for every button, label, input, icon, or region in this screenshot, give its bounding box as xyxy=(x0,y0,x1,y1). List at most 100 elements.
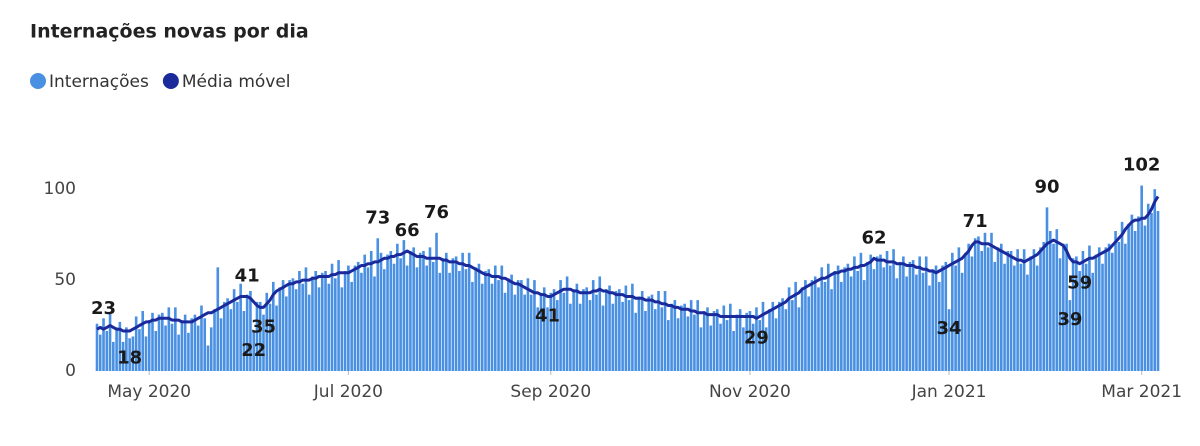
data-label: 90 xyxy=(1034,176,1059,197)
bar xyxy=(859,252,863,371)
bar xyxy=(1117,241,1121,371)
bar xyxy=(474,267,478,371)
bar xyxy=(353,265,357,371)
bar xyxy=(464,269,468,371)
bar xyxy=(611,303,615,371)
bar xyxy=(467,252,471,371)
bar xyxy=(311,276,314,371)
bar xyxy=(738,309,742,371)
bar xyxy=(729,303,732,371)
bar xyxy=(405,265,409,371)
bar xyxy=(477,263,481,371)
bar xyxy=(1009,251,1013,371)
bar xyxy=(902,256,905,371)
bar xyxy=(954,265,957,371)
bar xyxy=(301,283,304,371)
bar xyxy=(151,312,154,371)
bar xyxy=(673,300,677,371)
data-label: 66 xyxy=(395,220,420,241)
bar xyxy=(226,298,229,371)
bar xyxy=(742,327,745,371)
bar xyxy=(761,301,765,371)
bar xyxy=(95,323,99,371)
bar xyxy=(196,325,200,371)
bar xyxy=(448,272,451,371)
bar xyxy=(229,309,233,371)
bar xyxy=(294,289,298,371)
bar xyxy=(575,283,579,371)
bar xyxy=(409,251,412,371)
bar xyxy=(298,271,301,371)
bar xyxy=(755,307,758,371)
bar xyxy=(908,261,912,371)
bar xyxy=(875,256,879,371)
bar xyxy=(960,272,964,371)
bar xyxy=(813,276,817,371)
bar xyxy=(706,307,709,371)
bar xyxy=(667,320,670,371)
bar xyxy=(98,334,102,371)
bar xyxy=(1120,221,1124,371)
bar xyxy=(125,327,128,371)
bar xyxy=(879,254,882,371)
bar xyxy=(412,247,415,371)
bar xyxy=(999,243,1003,371)
bar xyxy=(236,301,239,371)
bar xyxy=(915,274,918,371)
bar xyxy=(601,305,605,371)
data-label: 41 xyxy=(235,265,260,286)
bar xyxy=(1101,263,1104,371)
bar xyxy=(924,256,928,371)
bar xyxy=(918,256,921,371)
bar xyxy=(1156,211,1160,371)
bar xyxy=(810,280,814,371)
bar xyxy=(856,271,859,371)
bar xyxy=(1150,212,1153,371)
legend-label: Internações xyxy=(49,72,149,92)
bar xyxy=(794,281,797,371)
bar xyxy=(595,294,598,371)
bar xyxy=(781,298,784,371)
bar xyxy=(800,287,804,371)
bar xyxy=(402,240,406,371)
bar xyxy=(320,272,324,371)
bar xyxy=(183,314,187,371)
bar xyxy=(144,336,148,371)
bar xyxy=(804,280,807,371)
bar xyxy=(937,281,941,371)
legend-marker xyxy=(162,73,179,89)
bar xyxy=(285,296,288,371)
bar xyxy=(1153,189,1157,371)
x-tick-label: Sep 2020 xyxy=(510,382,591,402)
bar xyxy=(131,336,135,371)
bar xyxy=(347,265,350,371)
bar xyxy=(382,269,386,371)
bar xyxy=(683,303,686,371)
bar xyxy=(376,238,380,371)
bar xyxy=(751,323,755,371)
bar xyxy=(200,305,203,371)
bar xyxy=(193,314,197,371)
bar xyxy=(334,278,337,371)
bar xyxy=(258,301,262,371)
bar xyxy=(791,300,794,371)
bar xyxy=(1039,247,1042,371)
bar xyxy=(709,325,713,371)
bar xyxy=(373,276,376,371)
bar xyxy=(170,323,174,371)
bar xyxy=(497,280,500,371)
bar xyxy=(490,283,494,371)
bar xyxy=(539,292,543,371)
bar xyxy=(1078,271,1081,371)
bar xyxy=(520,280,523,371)
bar xyxy=(510,274,513,371)
bar xyxy=(559,280,562,371)
bar xyxy=(556,300,559,371)
bar xyxy=(967,243,970,371)
y-tick-label: 100 xyxy=(44,179,76,199)
bar xyxy=(330,263,334,371)
bar xyxy=(291,278,295,371)
bar xyxy=(438,272,442,371)
bar xyxy=(892,249,895,371)
bar xyxy=(676,318,680,371)
